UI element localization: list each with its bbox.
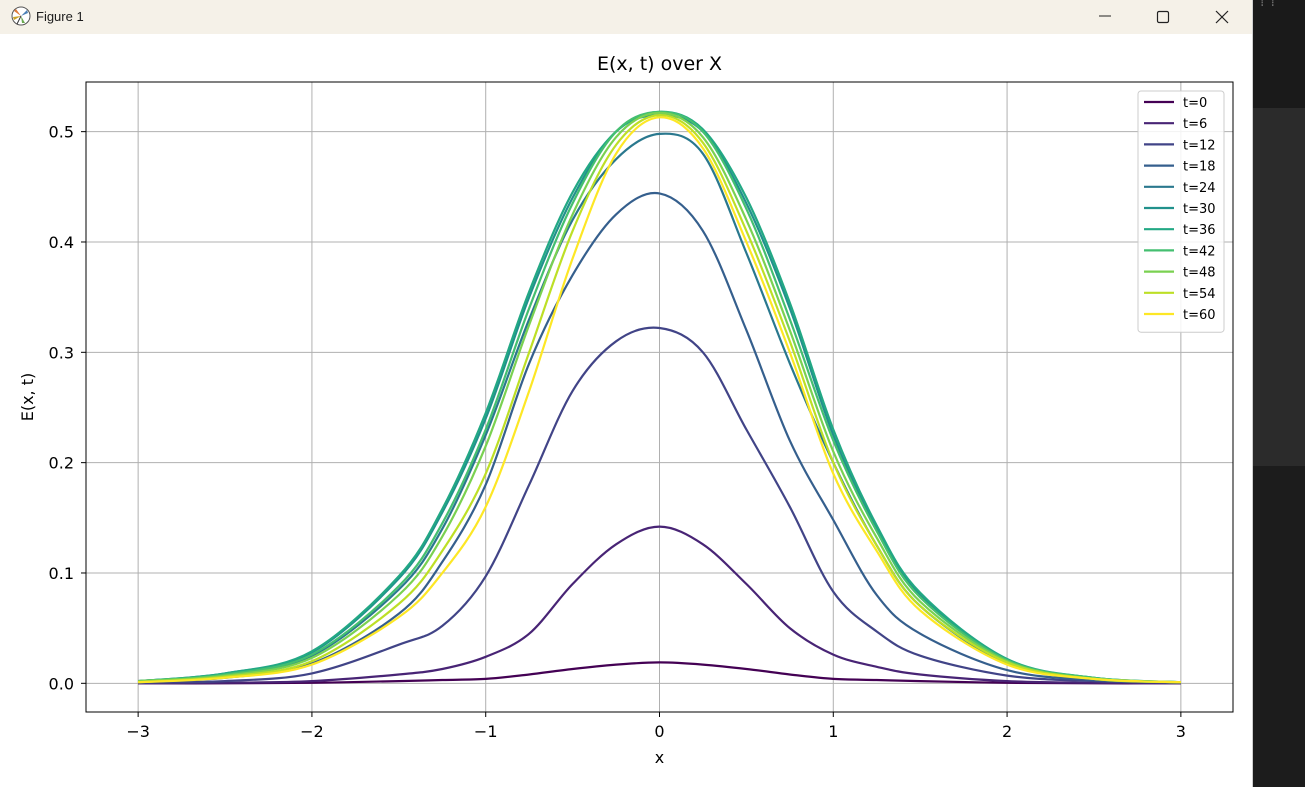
axis-ticks: −3 −2 −1 0 1 2 3 0.0 0.1 0.2 0.3 0.4 0.5	[49, 123, 1186, 741]
series-line-t-12	[138, 326, 1181, 684]
matplotlib-logo-icon	[11, 6, 31, 26]
series-line-t-6	[138, 525, 1181, 685]
legend-label: t=48	[1183, 266, 1216, 281]
minimize-icon	[1099, 15, 1111, 17]
x-tick-label: 2	[1002, 722, 1012, 741]
y-tick-label: 0.3	[49, 343, 74, 362]
x-tick-label: −1	[474, 722, 498, 741]
x-tick-label: −3	[126, 722, 150, 741]
minimize-button[interactable]	[1076, 0, 1134, 34]
legend-label: t=54	[1183, 287, 1216, 302]
legend-label: t=0	[1183, 96, 1207, 111]
background-panel-bottom	[1252, 466, 1305, 787]
close-icon	[1215, 10, 1229, 24]
series-line-t-48	[138, 111, 1181, 684]
y-axis-label: E(x, t)	[18, 373, 37, 422]
legend-label: t=6	[1183, 117, 1207, 132]
maximize-button[interactable]	[1134, 0, 1192, 34]
x-tick-label: 3	[1176, 722, 1186, 741]
x-tick-label: −2	[300, 722, 324, 741]
series-line-t-0	[138, 661, 1181, 685]
series-line-t-54	[138, 113, 1181, 684]
legend: t=0 t=6 t=12 t=18 t=24 t=30 t=36 t=42 t=48 t=54 t=…	[1137, 90, 1225, 333]
legend-label: t=60	[1183, 308, 1216, 323]
y-tick-label: 0.1	[49, 564, 74, 583]
legend-label: t=18	[1183, 160, 1216, 175]
y-tick-label: 0.5	[49, 123, 74, 142]
legend-label: t=42	[1183, 244, 1216, 259]
series-lines	[138, 110, 1181, 685]
background-window: ⁞⁞	[1252, 0, 1305, 787]
figure-window: Figure 1 −3 −2 −1 0 1 2 3 0.0 0.1 0.2 0.3 0.4 0.5 E(…	[0, 0, 1253, 787]
y-tick-label: 0.2	[49, 454, 74, 473]
line-chart: −3 −2 −1 0 1 2 3 0.0 0.1 0.2 0.3 0.4 0.5 E(x, t) ove…	[18, 53, 1234, 767]
background-panel-top	[1252, 0, 1305, 108]
x-tick-label: 1	[828, 722, 838, 741]
background-icons: ⁞⁞	[1260, 0, 1281, 10]
legend-label: t=24	[1183, 181, 1216, 196]
maximize-icon	[1156, 10, 1170, 24]
legend-label: t=30	[1183, 202, 1216, 217]
series-line-t-60	[138, 116, 1181, 684]
series-line-t-18	[138, 191, 1181, 684]
background-panel-middle	[1252, 108, 1305, 466]
x-axis-label: x	[655, 748, 664, 767]
x-tick-label: 0	[654, 722, 664, 741]
title-bar[interactable]: Figure 1	[0, 0, 1252, 34]
window-title: Figure 1	[36, 9, 84, 24]
chart-title: E(x, t) over X	[597, 53, 722, 75]
y-tick-label: 0.0	[49, 674, 74, 693]
grid-lines	[86, 82, 1233, 712]
legend-label: t=12	[1183, 138, 1216, 153]
y-tick-label: 0.4	[49, 233, 74, 252]
close-button[interactable]	[1193, 0, 1251, 34]
legend-label: t=36	[1183, 223, 1216, 238]
